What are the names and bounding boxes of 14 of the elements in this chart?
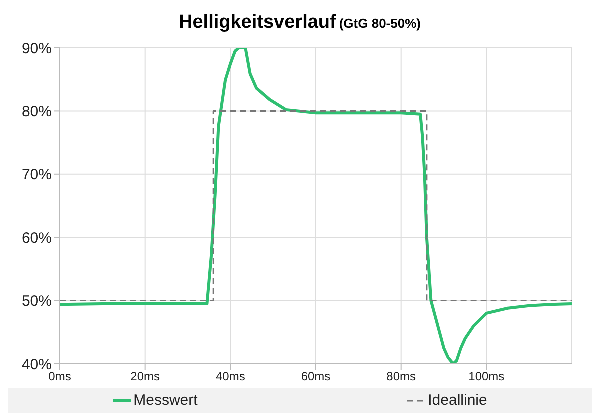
legend-label: Messwert (132, 392, 198, 409)
y-tick-label: 90% (22, 40, 52, 58)
y-tick-label: 80% (22, 104, 52, 121)
y-tick-label: 50% (22, 293, 52, 310)
y-tick-label: 70% (22, 166, 52, 184)
chart-subtitle: (GtG 80-50%) (339, 16, 421, 31)
chart-title: Helligkeitsverlauf (179, 12, 336, 33)
y-tick-label: 60% (22, 230, 52, 247)
x-tick-label: 80ms (386, 370, 416, 384)
legend-label: Ideallinie (427, 392, 488, 409)
x-tick-label: 100ms (468, 370, 505, 384)
x-tick-label: 40ms (216, 370, 246, 384)
x-tick-label: 20ms (130, 370, 160, 384)
x-tick-label: 60ms (301, 370, 331, 384)
